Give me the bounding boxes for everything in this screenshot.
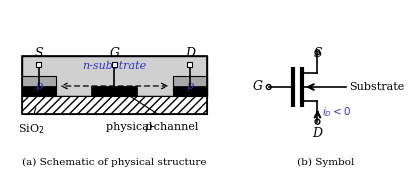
Text: p: p xyxy=(186,81,193,91)
Text: $i_D < 0$: $i_D < 0$ xyxy=(321,105,351,119)
Text: physical: physical xyxy=(106,122,156,132)
Text: D: D xyxy=(185,47,195,60)
Text: (a) Schematic of physical structure: (a) Schematic of physical structure xyxy=(22,158,206,167)
Text: G: G xyxy=(109,47,119,60)
Text: G: G xyxy=(252,81,262,93)
Text: SiO$_2$: SiO$_2$ xyxy=(18,122,45,136)
Bar xyxy=(173,76,206,96)
Text: -channel: -channel xyxy=(150,122,198,132)
Bar xyxy=(173,86,206,96)
Text: (b) Symbol: (b) Symbol xyxy=(297,158,354,167)
Text: S: S xyxy=(312,47,321,60)
Text: D: D xyxy=(312,127,322,140)
Text: S: S xyxy=(34,47,43,60)
Bar xyxy=(91,86,137,96)
Bar xyxy=(187,62,192,67)
Bar xyxy=(22,76,55,96)
Bar xyxy=(112,62,116,67)
Bar xyxy=(22,86,55,96)
Bar xyxy=(36,62,41,67)
Text: Substrate: Substrate xyxy=(348,82,403,92)
Bar xyxy=(22,56,206,96)
Text: p: p xyxy=(35,81,42,91)
Bar xyxy=(22,96,206,114)
Bar xyxy=(22,56,206,114)
Text: p: p xyxy=(144,122,151,132)
Text: n-substrate: n-substrate xyxy=(82,61,146,71)
